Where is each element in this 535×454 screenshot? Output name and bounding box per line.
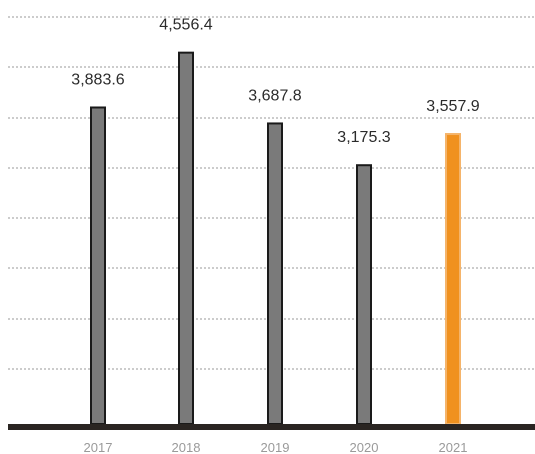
tick-label-2020: 2020 [350, 440, 379, 454]
bar-2021 [445, 133, 461, 425]
bar-2018 [178, 51, 194, 425]
value-label-2017: 3,883.6 [71, 71, 124, 88]
value-labels: 3,883.6 4,556.4 3,687.8 3,175.3 3,557.9 [71, 17, 479, 147]
tick-label-2018: 2018 [172, 440, 201, 454]
bars [90, 51, 461, 425]
x-axis-baseline [8, 424, 535, 430]
bar-2019 [267, 122, 283, 425]
bar-2020 [356, 164, 372, 425]
x-tick-labels: 2017 2018 2019 2020 2021 [84, 440, 468, 454]
value-label-2018: 4,556.4 [159, 17, 212, 34]
tick-label-2019: 2019 [261, 440, 290, 454]
tick-label-2017: 2017 [84, 440, 113, 454]
value-label-2019: 3,687.8 [248, 87, 301, 104]
bar-2017 [90, 106, 106, 425]
tick-label-2021: 2021 [439, 440, 468, 454]
value-label-2020: 3,175.3 [337, 129, 390, 146]
value-label-2021: 3,557.9 [426, 98, 479, 115]
